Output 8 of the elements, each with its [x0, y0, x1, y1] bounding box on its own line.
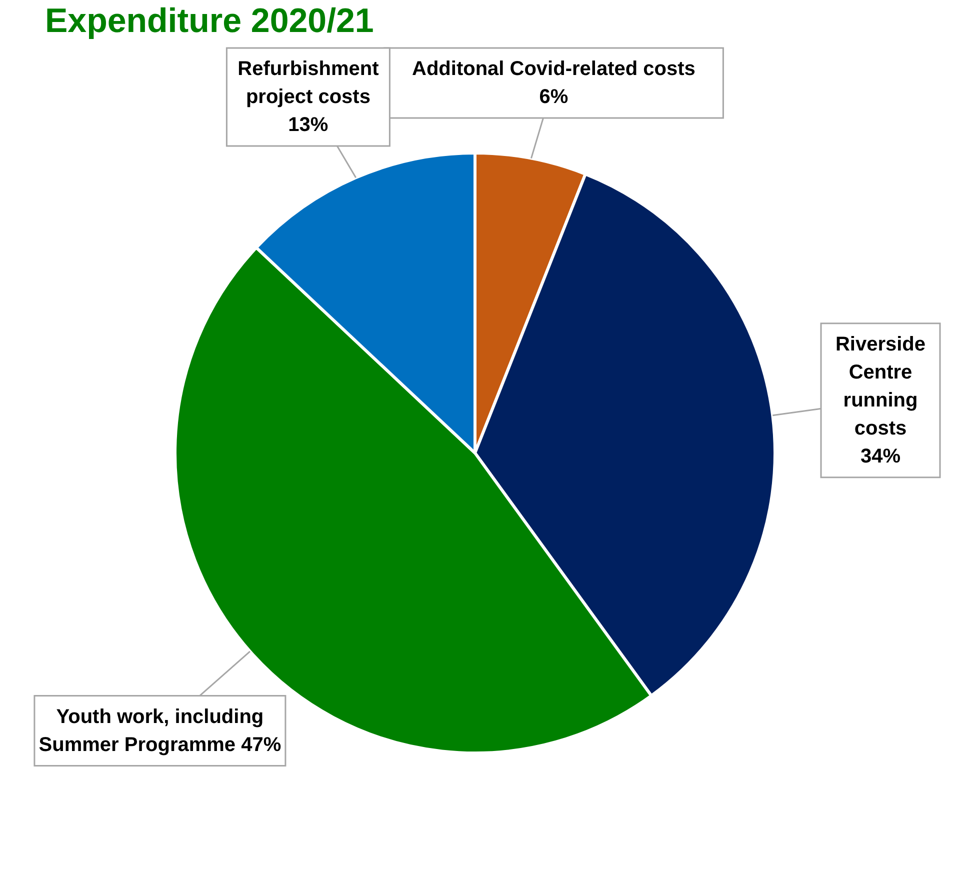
- slice-label: Refurbishment project costs: [238, 58, 380, 108]
- data-label: 13%: [288, 114, 328, 136]
- slice-label: Additonal Covid-related costs: [412, 58, 696, 80]
- chart-title: Expenditure 2020/21: [45, 2, 374, 40]
- data-label: 34%: [860, 445, 901, 468]
- data-label: 6%: [539, 86, 568, 108]
- slice-label: Youth work, including Summer Programme 47%: [38, 706, 282, 756]
- slice-label: Riverside Centre running costs: [835, 333, 926, 440]
